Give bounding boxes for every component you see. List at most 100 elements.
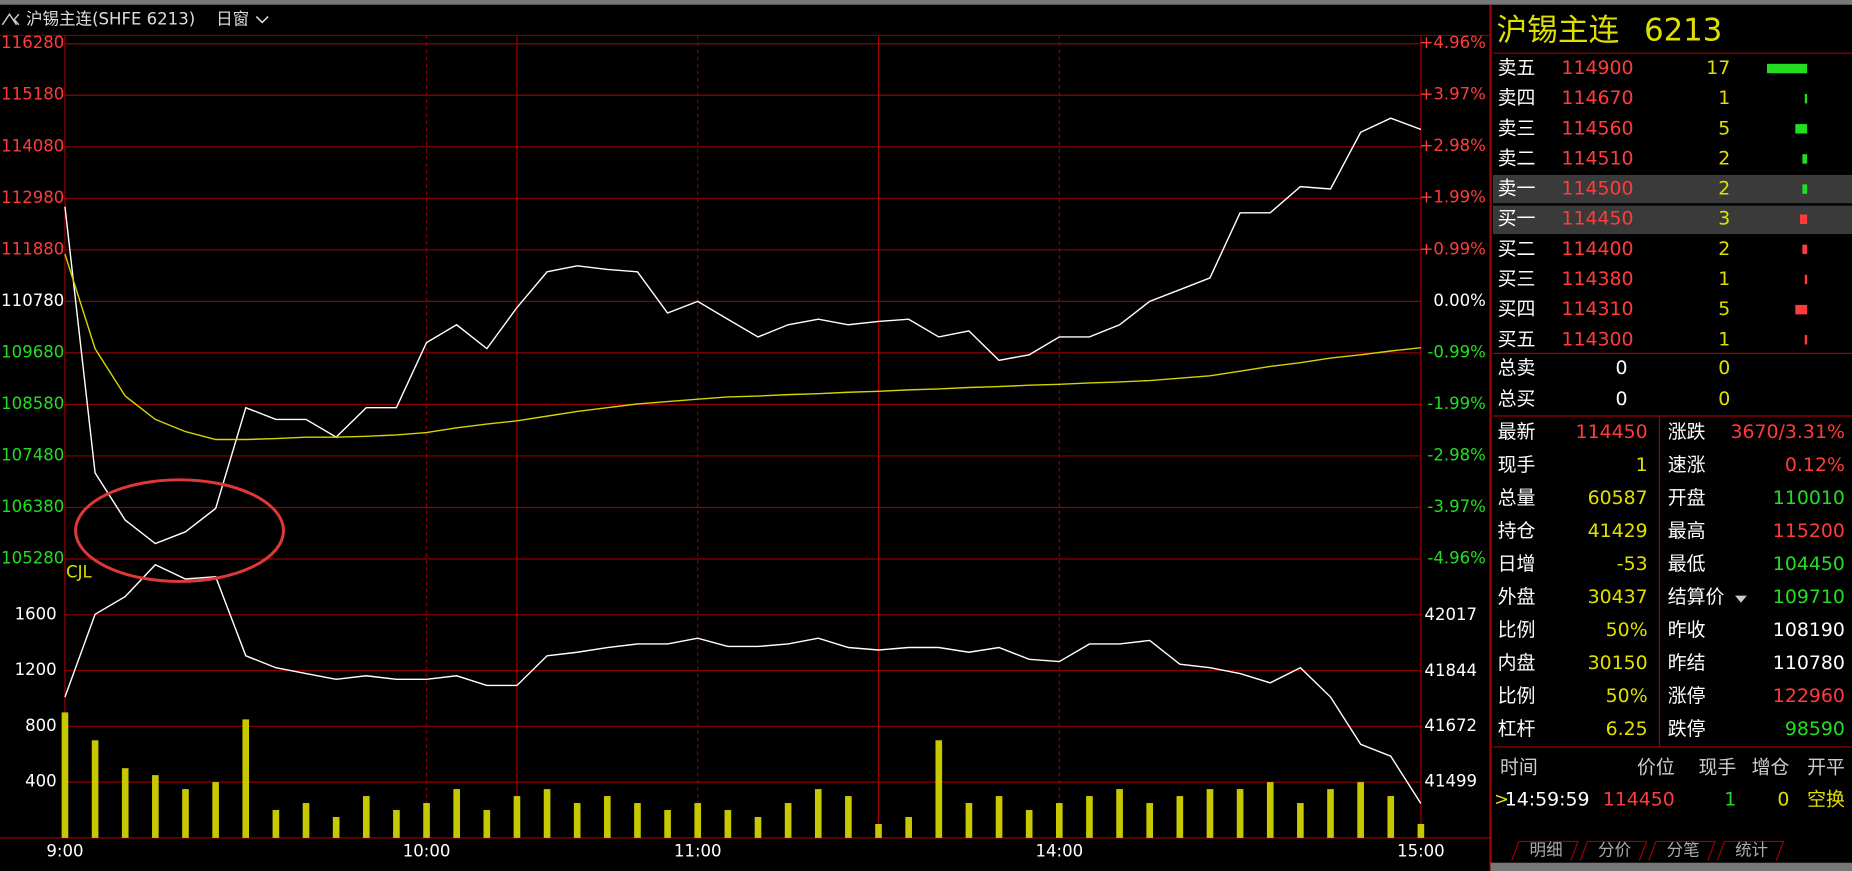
y-tick-label: 109680 [1,342,64,361]
y2-tick-label: 41672 [1424,716,1477,735]
tick-cell: 1 [1724,789,1736,811]
tick-cell: 14:59:59 [1505,789,1590,811]
stat-label: 涨停 [1668,685,1706,707]
bottom-strip [1490,862,1852,871]
tab-label[interactable]: 明细 [1530,840,1563,859]
volume-label: CJL [66,563,92,582]
tab-shape[interactable] [1579,840,1648,861]
tab-label[interactable]: 分笔 [1667,840,1700,859]
book-price: 114450 [1561,208,1633,230]
book-volume-bar [1802,244,1808,255]
y2-tick-label: 41499 [1424,772,1477,791]
y-tick-label: 108580 [1,394,64,413]
back-icon[interactable] [1,12,20,26]
volume-bar [1176,796,1184,838]
book-price: 114560 [1561,117,1633,139]
book-label: 卖二 [1498,147,1536,169]
stat-label: 开盘 [1668,487,1706,509]
stat-value: 3670/3.31% [1730,421,1844,443]
book-volume-bar [1804,274,1808,285]
x-tick-label: 9:00 [46,842,83,861]
volume-bar [905,816,912,838]
volume-bar [724,810,732,838]
book-price: 114670 [1561,87,1633,109]
volume-bar [664,810,671,838]
stat-value: 50% [1606,619,1648,641]
book-volume-bar [1795,124,1808,134]
tick-cell: 空换 [1807,789,1845,811]
tick-header: 现手 [1698,757,1736,779]
volume-bar [91,740,99,838]
annotation-ellipse [74,478,285,583]
total-label: 总买 [1498,388,1536,410]
total-value: 0 [1616,357,1628,379]
book-price: 114500 [1561,178,1633,200]
volume-bar [694,803,702,838]
settle-dropdown[interactable] [1735,595,1747,603]
tab-shape[interactable] [1511,840,1579,861]
volume-bar [1387,796,1395,838]
book-volume: 1 [1718,328,1730,350]
y-tick-label: 110780 [1,291,64,310]
volume-bar [1146,803,1154,838]
stat-label: 外盘 [1498,586,1536,608]
volume-bar [1236,789,1244,838]
volume-bar [1297,803,1304,838]
total-value: 0 [1718,388,1730,410]
x-tick-label: 10:00 [403,842,451,861]
stat-label: 最高 [1668,520,1706,542]
volume-bar [754,816,762,838]
tab-shape[interactable] [1648,840,1716,861]
stat-value: 1 [1636,454,1648,476]
stat-value: 98590 [1785,718,1845,740]
stat-value: 114450 [1576,421,1648,443]
total-value: 0 [1616,388,1628,410]
stat-value: 115200 [1773,520,1845,542]
tab-shape[interactable] [1716,840,1785,861]
tab-label[interactable]: 统计 [1735,840,1768,859]
y-tick-label: 116280 [1,33,64,52]
y-tick-label: 107480 [1,445,64,464]
window-select[interactable]: 日窗 [216,10,249,29]
stat-value: 30437 [1588,586,1648,608]
book-volume: 5 [1718,298,1730,320]
y-tick-label: 106380 [1,497,64,516]
book-volume-bar [1800,214,1808,224]
stat-value: 30150 [1588,652,1648,674]
stat-label: 日增 [1498,553,1536,575]
stat-label: 内盘 [1498,652,1536,674]
window-chevron[interactable] [255,16,269,24]
stat-label: 比例 [1498,619,1536,641]
volume-bar [242,719,250,838]
volume-bar [332,816,340,838]
stat-value: 110010 [1773,487,1845,509]
volume-bar [1055,803,1063,838]
stat-label: 最低 [1668,553,1706,575]
book-price: 114510 [1561,147,1633,169]
stat-label: 最新 [1498,421,1536,443]
stat-value: 122960 [1773,685,1845,707]
tab-label[interactable]: 分价 [1598,840,1632,859]
tick-cell: 114450 [1603,789,1675,811]
book-label: 买三 [1498,268,1536,290]
volume-bar [513,796,521,838]
x-tick-label: 14:00 [1035,842,1083,861]
volume-bar [1116,789,1123,838]
y-tick-label: 800 [25,716,57,735]
book-label: 卖三 [1498,117,1536,139]
ask1-highlight [1492,174,1852,204]
volume-bar [814,789,822,838]
book-price: 114380 [1561,268,1633,290]
stat-label: 跌停 [1668,718,1706,740]
book-volume-bar [1804,93,1808,104]
tick-header: 开平 [1807,757,1845,779]
book-volume-bar [1804,335,1808,345]
book-volume: 2 [1718,178,1730,200]
tick-header: 时间 [1500,757,1538,779]
series-line [64,563,1422,804]
y2-tick-label: -2.98% [1427,446,1485,465]
stat-label: 杠杆 [1498,718,1536,740]
book-volume-bar [1802,154,1808,164]
